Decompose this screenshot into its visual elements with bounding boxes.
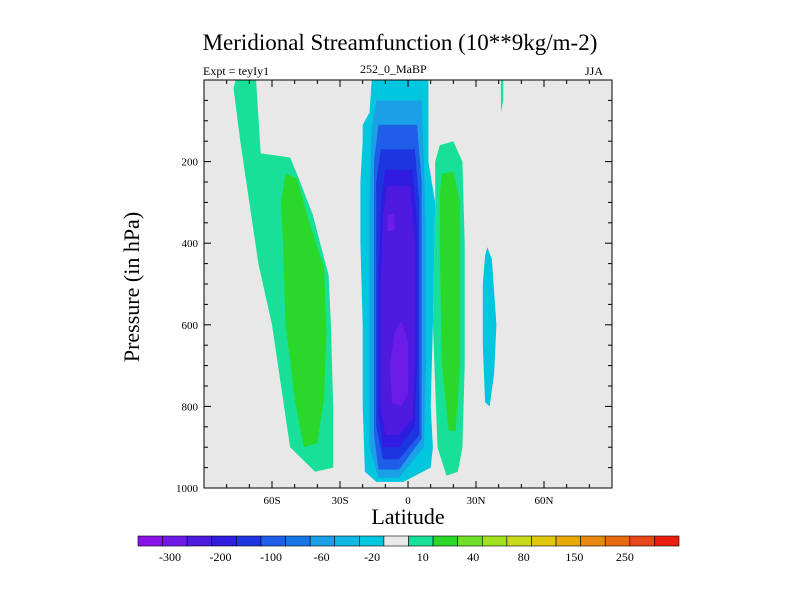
season-label: JJA	[585, 64, 604, 78]
y-tick-label: 800	[182, 401, 199, 413]
colorbar-box	[408, 535, 434, 547]
colorbar-label: 40	[467, 550, 479, 564]
colorbar-label: -300	[159, 550, 181, 564]
colorbar-box	[481, 535, 508, 547]
colorbar-label: 150	[565, 550, 583, 564]
x-tick-label: 60S	[263, 495, 280, 507]
colorbar-box	[137, 535, 163, 547]
colorbar-label: -100	[260, 550, 282, 564]
colorbar-box	[334, 535, 360, 547]
colorbar-label: -200	[210, 550, 232, 564]
colorbar-box	[555, 535, 581, 547]
colorbar-box	[432, 535, 458, 547]
colorbar-box	[383, 535, 409, 547]
chart-title: Meridional Streamfunction (10**9kg/m-2)	[202, 30, 598, 55]
colorbar-box	[629, 535, 655, 547]
colorbar-box	[236, 535, 262, 547]
shaded-40-80-nh-sub	[439, 171, 461, 431]
shaded-minus250-minus200-upper	[387, 214, 395, 231]
colorbar-box	[359, 535, 385, 547]
colorbar-label: -20	[364, 550, 380, 564]
y-tick-label: 400	[182, 238, 199, 250]
colorbar-label: 250	[616, 550, 634, 564]
experiment-label: Expt = teyIy1	[203, 64, 270, 78]
colorbar-box	[211, 535, 237, 547]
colorbar-label: -60	[314, 550, 330, 564]
shaded-10-40-nh-tip	[500, 80, 504, 113]
x-tick-label: 60N	[535, 495, 554, 507]
colorbar-box	[604, 535, 631, 547]
colorbar-box	[186, 535, 213, 547]
shaded-minus250-minus200	[389, 320, 408, 407]
colorbar-box	[506, 535, 532, 547]
center-subtitle: 252_0_MaBP	[360, 62, 427, 76]
colorbar-box	[162, 535, 188, 547]
colorbar-box	[654, 535, 680, 547]
x-tick-label: 0	[405, 495, 411, 507]
colorbar-box	[260, 535, 286, 547]
shaded-minus20-minus10-nh-cell	[482, 247, 497, 407]
shaded-40-80-sh	[281, 173, 327, 448]
colorbar-label: 10	[417, 550, 429, 564]
colorbar-box	[580, 535, 606, 547]
colorbar-box	[309, 535, 336, 547]
colorbar-box	[531, 535, 557, 547]
colorbar-box	[457, 535, 483, 547]
y-tick-label: 200	[182, 157, 199, 169]
x-tick-label: 30N	[467, 495, 486, 507]
colorbar-label: 80	[518, 550, 530, 564]
y-tick-label: 1000	[176, 483, 199, 495]
colorbar-box	[285, 535, 311, 547]
y-tick-label: 600	[182, 320, 199, 332]
x-axis-label: Latitude	[371, 504, 445, 529]
x-tick-label: 30S	[331, 495, 348, 507]
